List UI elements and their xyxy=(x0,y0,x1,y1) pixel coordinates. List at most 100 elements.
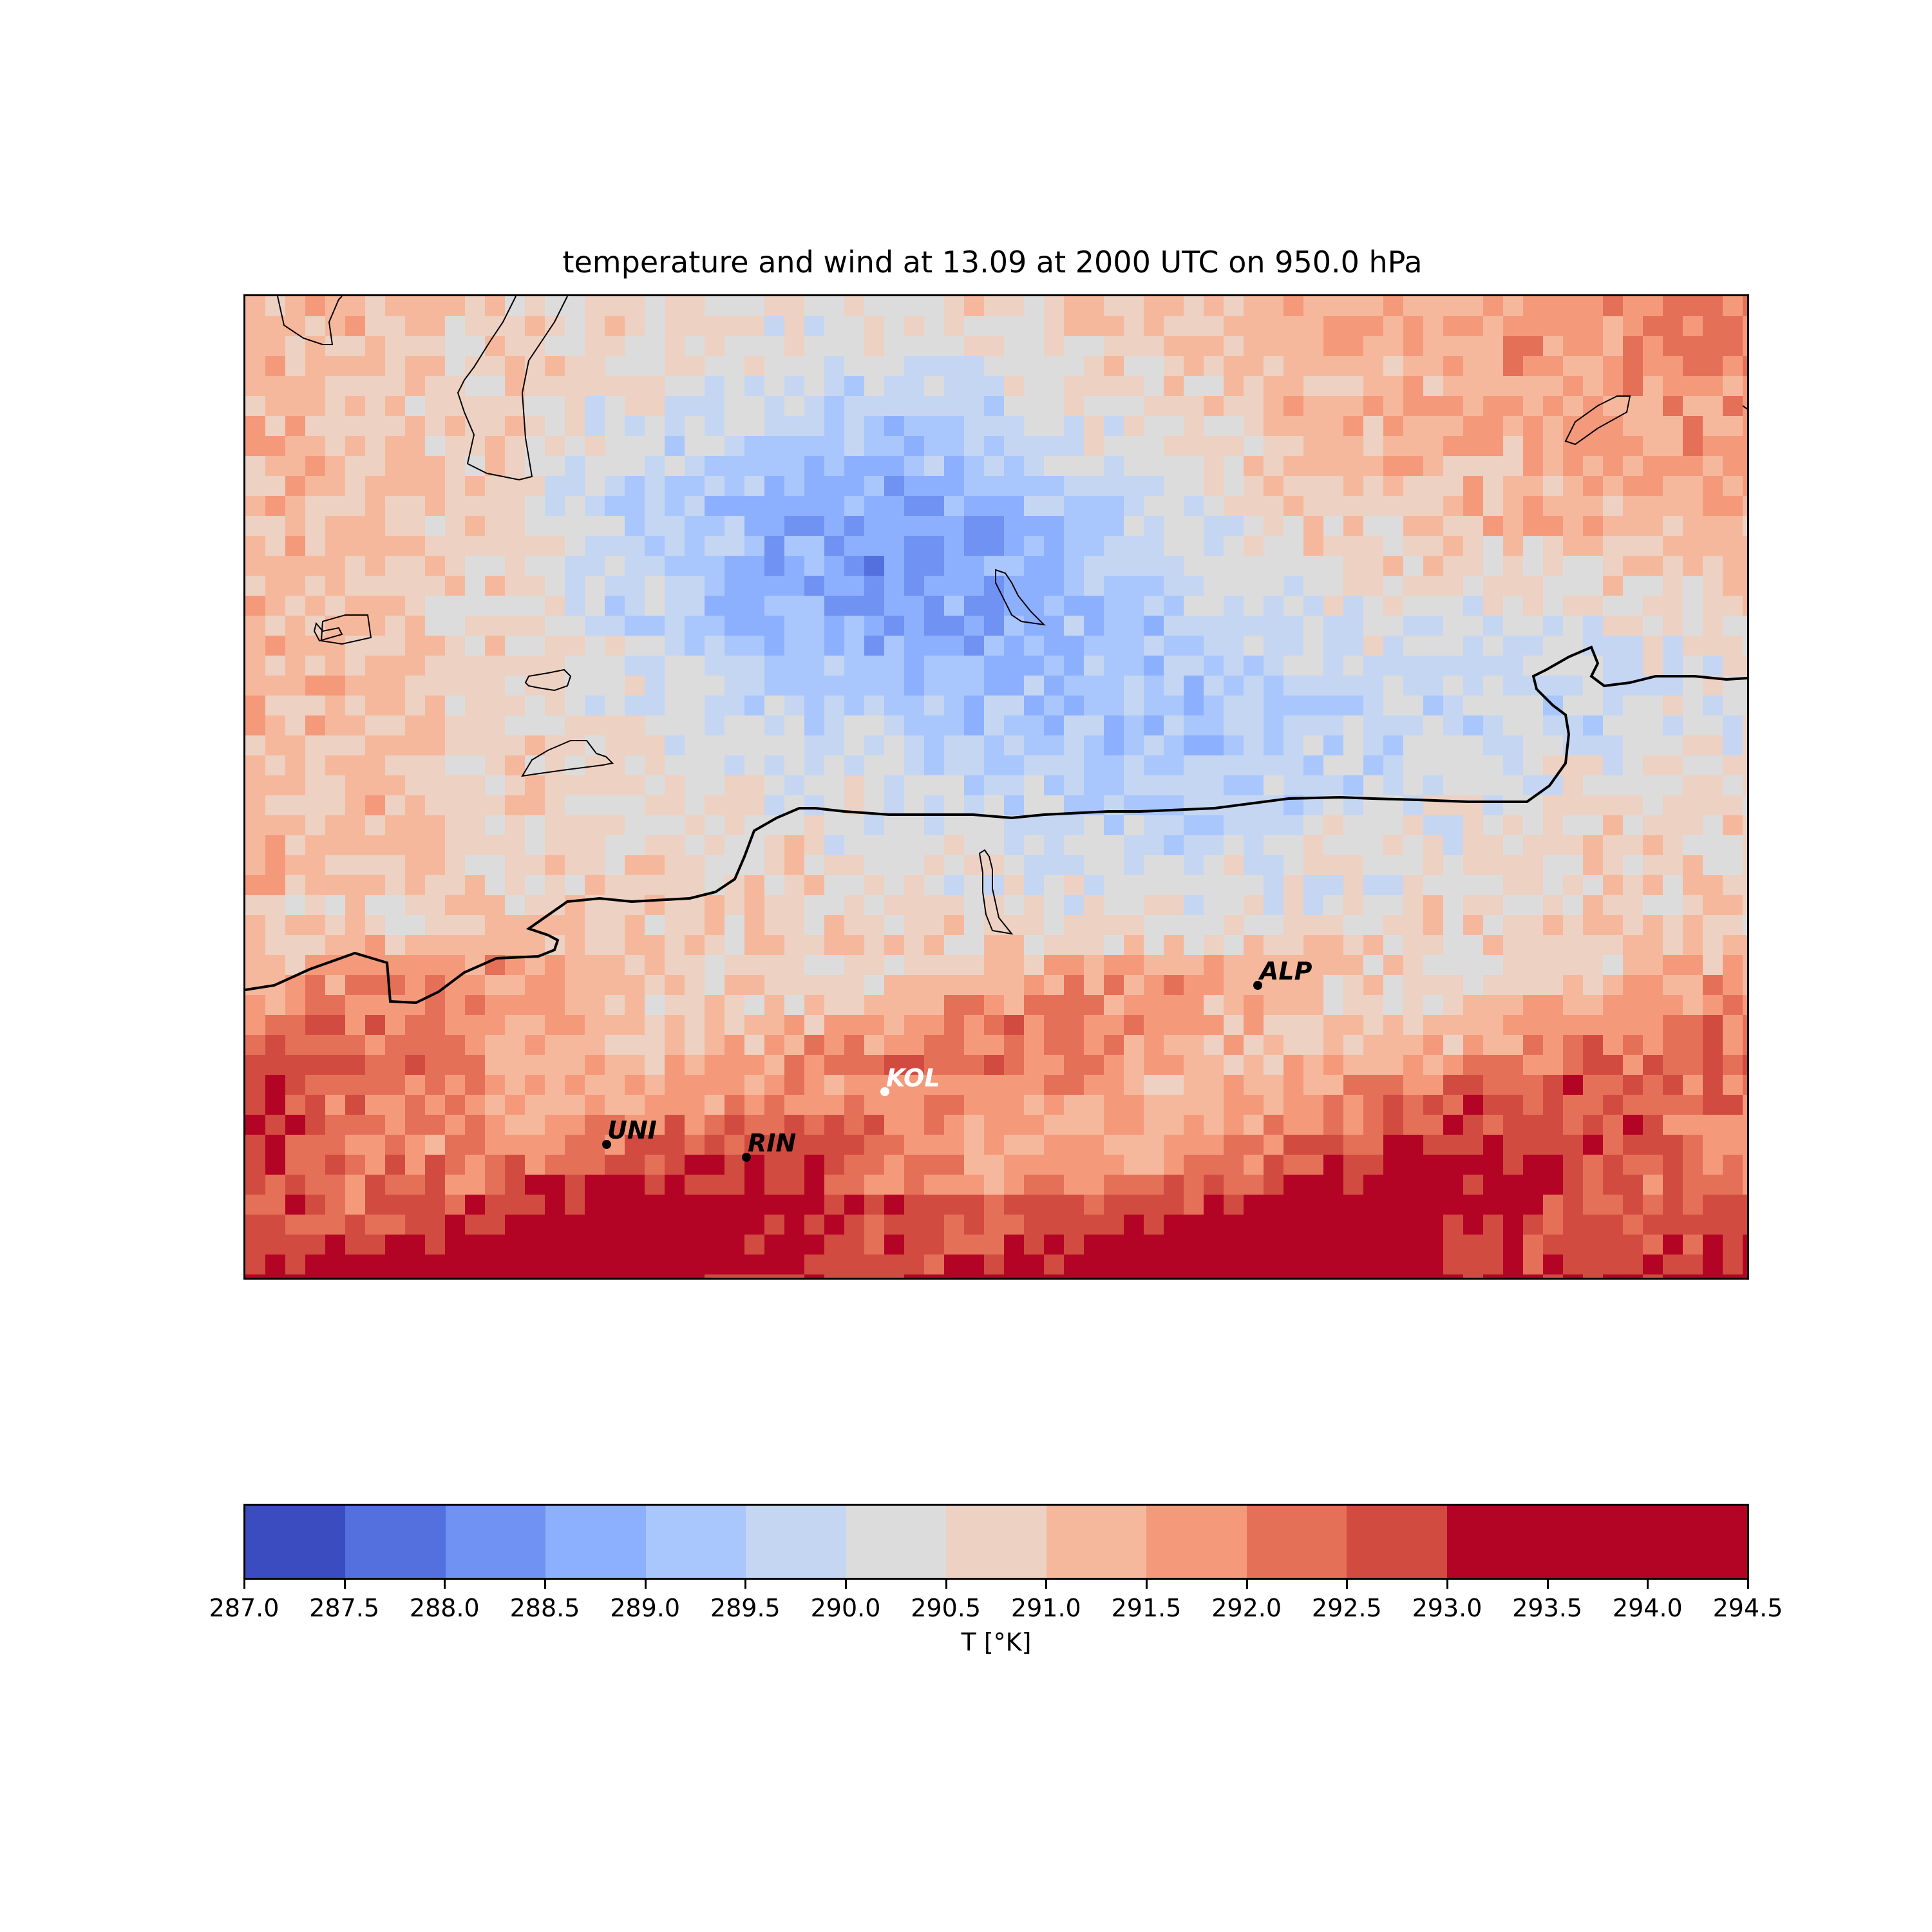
temperature-cell xyxy=(605,496,625,516)
temperature-cell xyxy=(1323,556,1344,576)
temperature-cell xyxy=(1204,696,1224,716)
temperature-cell xyxy=(1164,336,1184,357)
temperature-cell xyxy=(1264,1235,1284,1255)
temperature-cell xyxy=(1064,775,1084,796)
temperature-cell xyxy=(1703,955,1723,976)
temperature-cell xyxy=(1204,436,1224,457)
temperature-cell xyxy=(485,735,506,756)
temperature-cell xyxy=(1164,1155,1184,1175)
temperature-cell xyxy=(944,296,965,317)
temperature-cell xyxy=(685,636,705,656)
temperature-cell xyxy=(1224,516,1244,536)
temperature-cell xyxy=(784,536,805,556)
temperature-cell xyxy=(305,1274,326,1278)
temperature-cell xyxy=(1383,396,1404,417)
temperature-cell xyxy=(1064,1015,1084,1036)
temperature-cell xyxy=(405,875,426,896)
temperature-cell xyxy=(645,895,665,916)
temperature-cell xyxy=(1563,516,1584,536)
temperature-cell xyxy=(365,815,386,836)
temperature-cell xyxy=(1543,935,1564,956)
temperature-cell xyxy=(1283,875,1304,896)
temperature-cell xyxy=(964,476,985,497)
temperature-cell xyxy=(864,376,885,397)
temperature-cell xyxy=(1024,1195,1045,1215)
temperature-cell xyxy=(425,895,446,916)
temperature-cell xyxy=(1583,1095,1604,1115)
temperature-cell xyxy=(1004,416,1025,437)
temperature-cell xyxy=(1523,616,1544,636)
temperature-cell xyxy=(565,1095,585,1115)
temperature-cell xyxy=(1743,456,1747,477)
temperature-cell xyxy=(844,1015,865,1036)
temperature-cell xyxy=(884,496,905,516)
temperature-cell xyxy=(764,1195,785,1215)
temperature-cell xyxy=(1463,715,1484,736)
temperature-cell xyxy=(1184,536,1204,556)
temperature-cell xyxy=(245,1195,266,1215)
temperature-cell xyxy=(1603,656,1624,676)
temperature-cell xyxy=(1483,1075,1504,1095)
temperature-cell xyxy=(485,715,506,736)
temperature-cell xyxy=(665,416,685,437)
temperature-cell xyxy=(445,735,466,756)
temperature-cell xyxy=(385,1095,406,1115)
colorbar-tick-label: 287.5 xyxy=(309,1594,380,1622)
temperature-cell xyxy=(1024,596,1045,616)
temperature-cell xyxy=(1543,795,1564,816)
temperature-cell xyxy=(525,1274,545,1278)
temperature-cell xyxy=(1124,855,1144,876)
temperature-cell xyxy=(465,815,486,836)
temperature-cell xyxy=(605,516,625,536)
temperature-cell xyxy=(645,1015,665,1036)
temperature-cell xyxy=(1264,416,1284,437)
temperature-cell xyxy=(1363,636,1384,656)
temperature-cell xyxy=(1164,1175,1184,1195)
temperature-cell xyxy=(425,755,446,776)
temperature-cell xyxy=(1064,636,1084,656)
temperature-cell xyxy=(1224,1015,1244,1036)
temperature-cell xyxy=(1403,356,1424,377)
temperature-cell xyxy=(1703,536,1723,556)
temperature-cell xyxy=(525,1175,545,1195)
temperature-cell xyxy=(1463,1075,1484,1095)
temperature-cell xyxy=(625,1175,645,1195)
temperature-cell xyxy=(1463,356,1484,377)
temperature-cell xyxy=(485,396,506,417)
temperature-cell xyxy=(665,576,685,596)
temperature-cell xyxy=(645,915,665,936)
temperature-cell xyxy=(1204,935,1224,956)
temperature-cell xyxy=(365,1274,386,1278)
temperature-cell xyxy=(764,755,785,776)
temperature-cell xyxy=(1583,356,1604,377)
temperature-cell xyxy=(844,1215,865,1235)
temperature-cell xyxy=(1164,676,1184,696)
temperature-cell xyxy=(1224,735,1244,756)
temperature-cell xyxy=(1383,456,1404,477)
temperature-cell xyxy=(265,376,286,397)
temperature-cell xyxy=(345,376,366,397)
temperature-cell xyxy=(964,875,985,896)
temperature-cell xyxy=(665,975,685,996)
temperature-cell xyxy=(1723,1035,1743,1056)
temperature-cell xyxy=(1523,456,1544,477)
temperature-cell xyxy=(1264,1274,1284,1278)
temperature-cell xyxy=(425,955,446,976)
temperature-cell xyxy=(904,875,925,896)
temperature-cell xyxy=(1323,656,1344,676)
temperature-cell xyxy=(385,915,406,936)
temperature-cell xyxy=(345,1135,366,1155)
temperature-cell xyxy=(1663,995,1683,1016)
temperature-cell xyxy=(1523,1274,1544,1278)
temperature-cell xyxy=(1024,636,1045,656)
temperature-cell xyxy=(724,1155,745,1175)
temperature-cell xyxy=(1643,1215,1663,1235)
temperature-cell xyxy=(1543,1155,1564,1175)
temperature-cell xyxy=(445,296,466,317)
temperature-cell xyxy=(1423,1075,1444,1095)
temperature-cell xyxy=(1503,1095,1524,1115)
temperature-cell xyxy=(1483,536,1504,556)
temperature-cell xyxy=(505,1115,526,1135)
temperature-cell xyxy=(1024,715,1045,736)
temperature-cell xyxy=(1064,656,1084,676)
